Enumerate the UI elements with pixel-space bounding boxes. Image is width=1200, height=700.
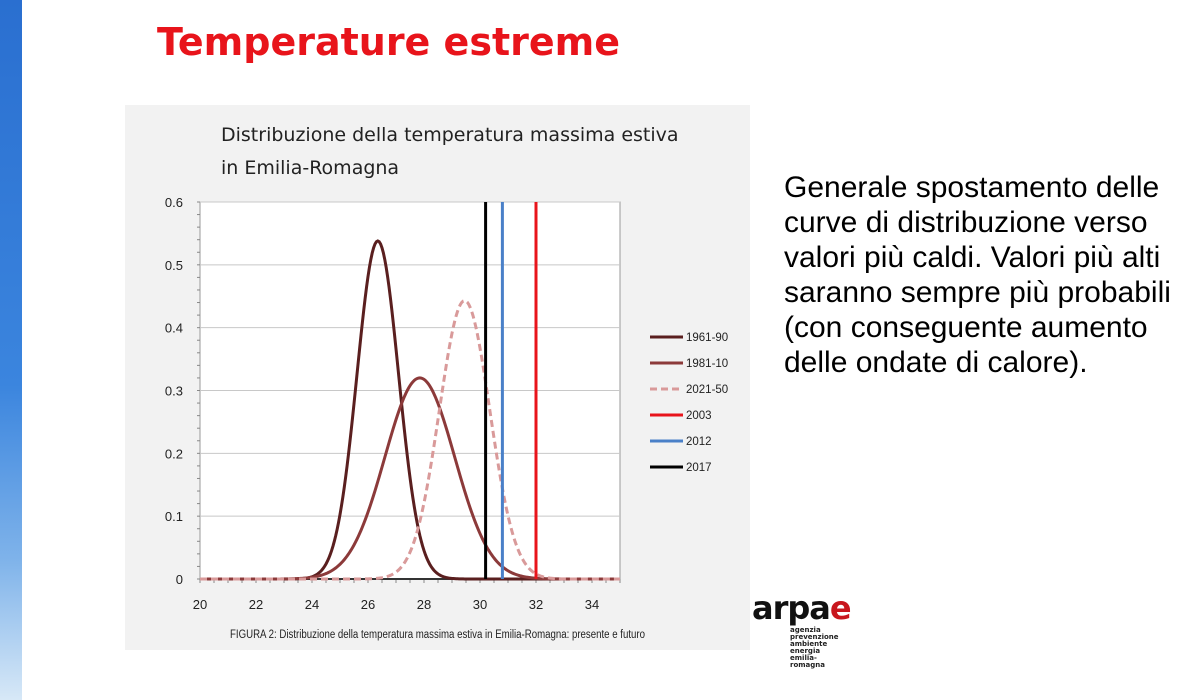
x-tick-label: 24: [305, 597, 319, 612]
logo-subtitle-line: agenzia: [790, 626, 821, 634]
y-tick-label: 0: [176, 572, 183, 587]
y-tick-label: 0.6: [165, 195, 183, 210]
series-layer: [200, 202, 620, 581]
slide-description: Generale spostamento delle curve di dist…: [784, 171, 1171, 379]
x-tick-label: 28: [417, 597, 431, 612]
legend: 1961-90 1981-10 2021-50 2003 2012 2017: [650, 332, 728, 474]
x-tick-label: 32: [529, 597, 543, 612]
y-tick-label: 0.4: [165, 321, 183, 336]
logo-word: arpae: [752, 592, 862, 624]
chart-caption: FIGURA 2: Distribuzione della temperatur…: [230, 629, 645, 641]
side-decor-bar: [0, 0, 22, 700]
legend-label-1961-90: 1961-90: [686, 332, 728, 344]
x-tick-label: 26: [361, 597, 375, 612]
logo-word-end: e: [829, 589, 852, 627]
logo-subtitle-line: emilia-romagna: [790, 654, 825, 669]
temperature-distribution-chart: Distribuzione della temperatura massima …: [165, 124, 728, 641]
series-curve-2021-50: [200, 299, 620, 581]
legend-label-2021-50: 2021-50: [686, 384, 728, 396]
chart-title-line-1: Distribuzione della temperatura massima …: [221, 124, 679, 146]
legend-label-1981-10: 1981-10: [686, 358, 728, 370]
legend-label-2012: 2012: [686, 436, 712, 448]
logo-subtitle-line: prevenzione: [790, 633, 839, 641]
y-tick-label: 0.5: [165, 258, 183, 273]
y-tick-label: 0.3: [165, 384, 183, 399]
chart-title-line-2: in Emilia-Romagna: [221, 157, 399, 179]
logo-word-main: arpa: [752, 589, 831, 627]
logo-subtitle-line: ambiente energia: [790, 640, 828, 655]
legend-label-2017: 2017: [686, 462, 712, 474]
arpae-logo: arpae agenzia prevenzione ambiente energ…: [752, 592, 862, 669]
legend-label-2003: 2003: [686, 410, 712, 422]
slide-title: Temperature estreme: [157, 20, 620, 64]
y-tick-label: 0.1: [165, 509, 183, 524]
logo-subtitle: agenzia prevenzione ambiente energia emi…: [790, 627, 850, 669]
chart-panel: Distribuzione della temperatura massima …: [125, 105, 750, 650]
x-tick-label: 22: [249, 597, 263, 612]
y-tick-label: 0.2: [165, 446, 183, 461]
x-tick-label: 20: [193, 597, 207, 612]
x-tick-label: 30: [473, 597, 487, 612]
grid-lines: [200, 201, 620, 517]
x-tick-label: 34: [585, 597, 599, 612]
